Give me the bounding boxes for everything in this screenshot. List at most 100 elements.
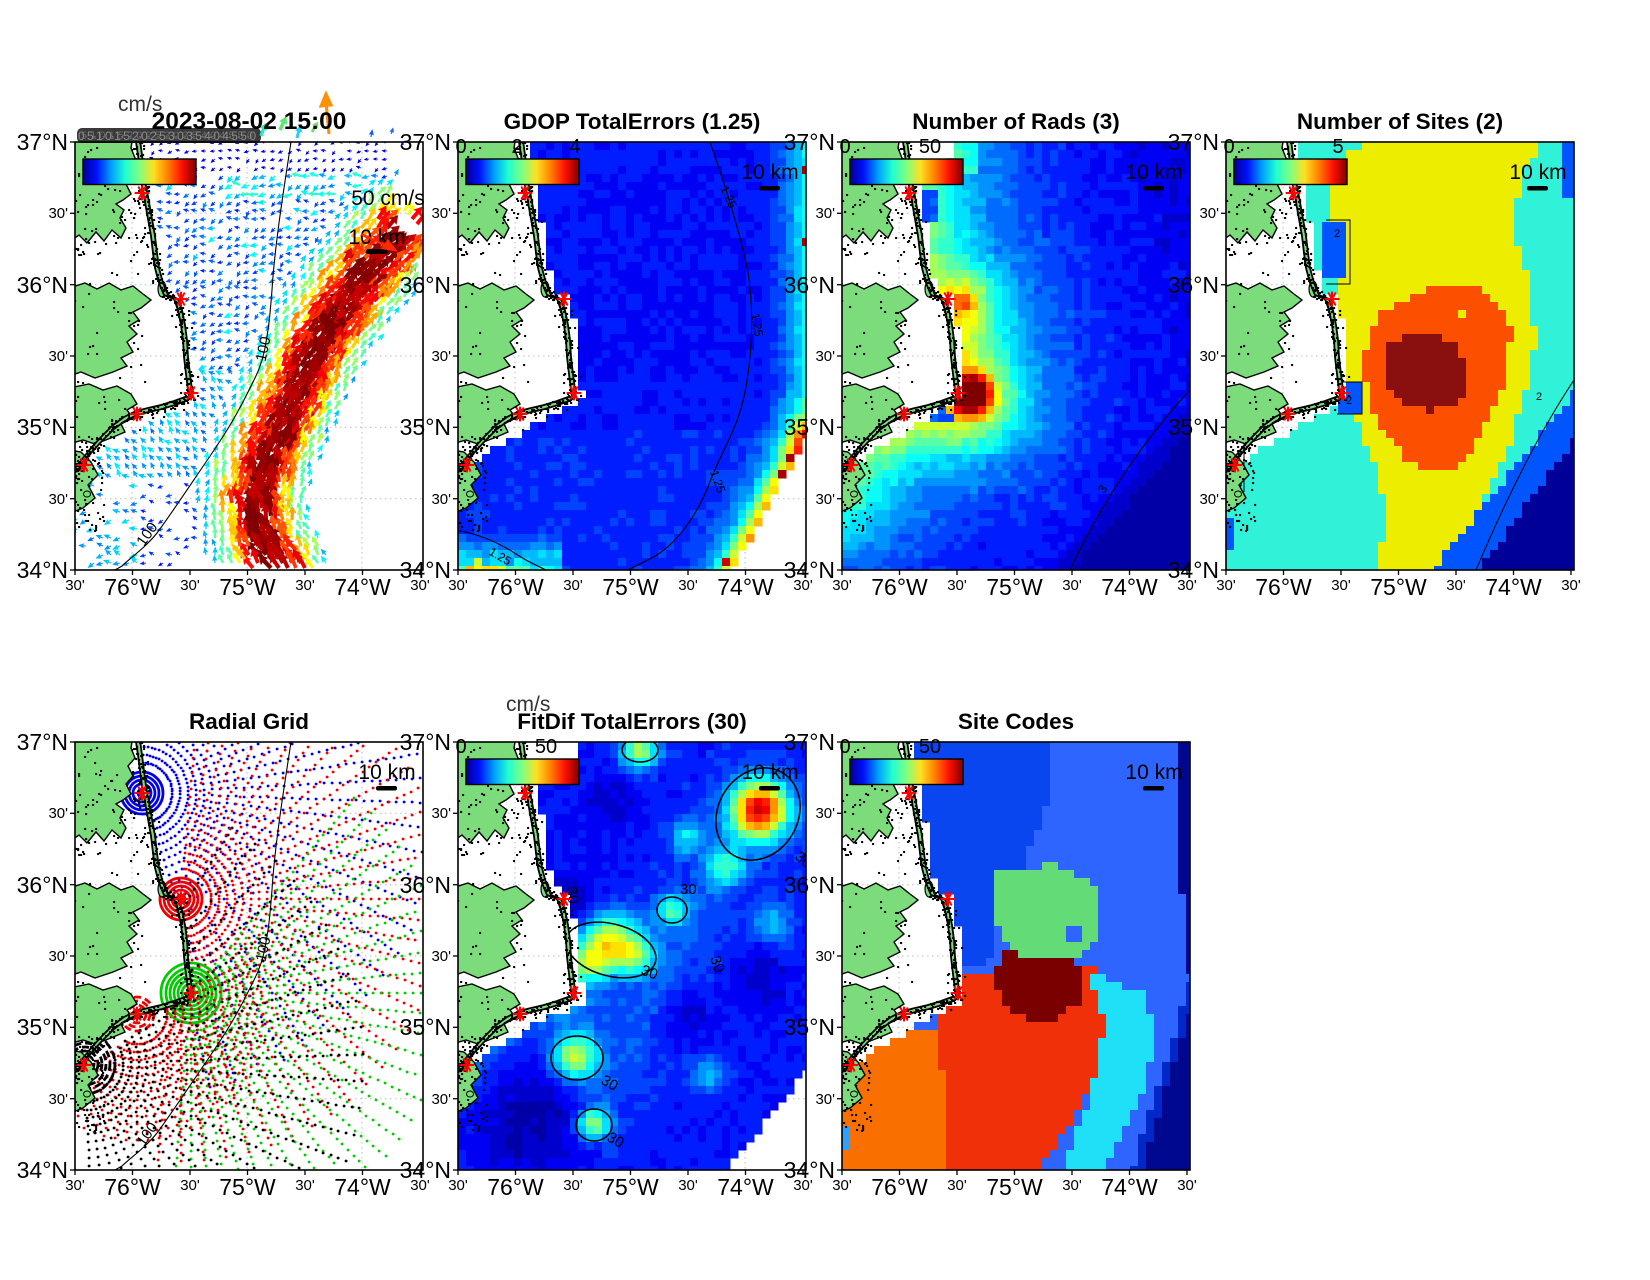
svg-text:76°W: 76°W [871, 1174, 928, 1200]
svg-text:30': 30' [48, 348, 68, 365]
svg-text:30': 30' [180, 1177, 200, 1194]
svg-text:30': 30' [431, 491, 451, 508]
svg-text:30': 30' [1177, 1177, 1197, 1194]
svg-text:75°W: 75°W [219, 1174, 276, 1200]
svg-text:30': 30' [1561, 577, 1581, 594]
svg-text:50 cm/s: 50 cm/s [351, 187, 425, 210]
svg-text:Number of Rads (3): Number of Rads (3) [912, 109, 1120, 134]
svg-text:30': 30' [815, 948, 835, 965]
svg-text:35°N: 35°N [17, 1014, 68, 1040]
svg-text:74°W: 74°W [1101, 574, 1158, 600]
svg-text:30': 30' [1331, 577, 1351, 594]
svg-text:Site Codes: Site Codes [958, 709, 1074, 734]
svg-text:2: 2 [511, 136, 522, 158]
svg-text:30': 30' [678, 1177, 698, 1194]
svg-text:30: 30 [706, 954, 728, 975]
svg-text:30': 30' [1062, 577, 1082, 594]
svg-text:5: 5 [1332, 136, 1343, 158]
svg-text:10 km: 10 km [741, 161, 798, 184]
svg-text:2: 2 [1536, 391, 1542, 403]
svg-text:30': 30' [793, 1177, 813, 1194]
svg-text:30': 30' [65, 1177, 85, 1194]
svg-text:30': 30' [563, 577, 583, 594]
svg-text:30': 30' [448, 1177, 468, 1194]
svg-text:30: 30 [639, 962, 660, 984]
svg-text:30': 30' [947, 577, 967, 594]
svg-text:10 km: 10 km [358, 761, 415, 784]
svg-text:37°N: 37°N [17, 729, 68, 755]
svg-text:0: 0 [455, 136, 466, 158]
svg-text:30': 30' [1062, 1177, 1082, 1194]
svg-text:30': 30' [815, 205, 835, 222]
svg-text:30': 30' [48, 1091, 68, 1108]
svg-text:0: 0 [1223, 136, 1234, 158]
svg-text:0·5·1·0·1·5·2·0·2·5·3·0·3·5·4·: 0·5·1·0·1·5·2·0·2·5·3·0·3·5·4·0·4·5·5·0 [78, 129, 256, 143]
svg-text:34°N: 34°N [400, 1157, 451, 1183]
svg-text:74°W: 74°W [334, 1174, 391, 1200]
svg-text:30': 30' [1199, 205, 1219, 222]
svg-text:30: 30 [562, 886, 582, 905]
svg-text:30': 30' [832, 577, 852, 594]
svg-text:35°N: 35°N [784, 414, 835, 440]
svg-text:Number of Sites (2): Number of Sites (2) [1297, 109, 1503, 134]
svg-text:30': 30' [431, 805, 451, 822]
svg-text:34°N: 34°N [784, 1157, 835, 1183]
svg-text:Radial Grid: Radial Grid [189, 709, 309, 734]
svg-text:10 km: 10 km [348, 226, 405, 249]
svg-text:36°N: 36°N [17, 272, 68, 298]
svg-text:2023-08-02 15:00: 2023-08-02 15:00 [152, 108, 347, 135]
svg-text:37°N: 37°N [400, 729, 451, 755]
svg-text:36°N: 36°N [784, 272, 835, 298]
svg-text:1.25: 1.25 [748, 312, 766, 338]
svg-text:cm/s: cm/s [118, 93, 162, 116]
svg-text:37°N: 37°N [400, 129, 451, 155]
svg-text:37°N: 37°N [784, 129, 835, 155]
svg-text:4: 4 [569, 136, 580, 158]
svg-text:36°N: 36°N [400, 872, 451, 898]
svg-text:100: 100 [253, 935, 275, 963]
svg-text:30': 30' [793, 577, 813, 594]
svg-text:50: 50 [535, 736, 557, 758]
svg-text:30': 30' [815, 805, 835, 822]
svg-text:35°N: 35°N [17, 414, 68, 440]
svg-text:75°W: 75°W [219, 574, 276, 600]
svg-text:30': 30' [832, 1177, 852, 1194]
svg-text:30': 30' [431, 348, 451, 365]
svg-text:35°N: 35°N [1168, 414, 1219, 440]
svg-text:75°W: 75°W [986, 574, 1043, 600]
svg-text:35°N: 35°N [784, 1014, 835, 1040]
svg-text:30': 30' [431, 948, 451, 965]
svg-text:30': 30' [1216, 577, 1236, 594]
svg-text:34°N: 34°N [784, 557, 835, 583]
svg-text:30': 30' [947, 1177, 967, 1194]
svg-text:30': 30' [48, 948, 68, 965]
svg-text:30': 30' [295, 1177, 315, 1194]
svg-text:74°W: 74°W [1485, 574, 1542, 600]
svg-text:30': 30' [815, 491, 835, 508]
svg-text:30': 30' [431, 205, 451, 222]
svg-text:76°W: 76°W [487, 574, 544, 600]
svg-text:30: 30 [680, 881, 697, 898]
svg-text:GDOP TotalErrors (1.25): GDOP TotalErrors (1.25) [504, 109, 761, 134]
svg-text:35°N: 35°N [400, 1014, 451, 1040]
svg-text:100: 100 [253, 335, 275, 363]
svg-text:35°N: 35°N [400, 414, 451, 440]
svg-text:2: 2 [1334, 228, 1340, 240]
svg-text:30': 30' [48, 205, 68, 222]
svg-text:75°W: 75°W [1370, 574, 1427, 600]
svg-text:76°W: 76°W [1255, 574, 1312, 600]
svg-text:76°W: 76°W [104, 1174, 161, 1200]
svg-text:34°N: 34°N [1168, 557, 1219, 583]
svg-text:76°W: 76°W [104, 574, 161, 600]
svg-text:30': 30' [65, 577, 85, 594]
svg-text:76°W: 76°W [487, 1174, 544, 1200]
svg-text:34°N: 34°N [17, 557, 68, 583]
svg-text:30': 30' [410, 577, 430, 594]
svg-text:FitDif TotalErrors (30): FitDif TotalErrors (30) [517, 709, 747, 734]
svg-text:30': 30' [1199, 491, 1219, 508]
svg-text:30': 30' [1446, 577, 1466, 594]
svg-text:30': 30' [815, 348, 835, 365]
svg-text:50: 50 [919, 736, 941, 758]
svg-text:30': 30' [48, 805, 68, 822]
svg-text:30': 30' [678, 577, 698, 594]
